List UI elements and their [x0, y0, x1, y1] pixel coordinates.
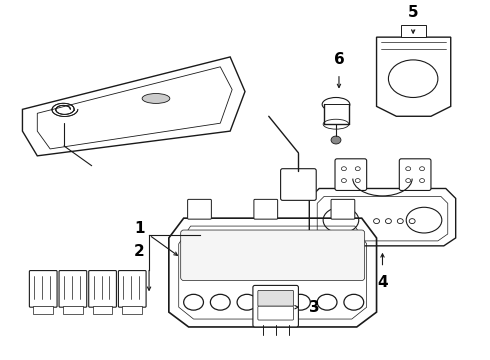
FancyBboxPatch shape — [188, 199, 211, 219]
FancyBboxPatch shape — [253, 285, 298, 327]
FancyBboxPatch shape — [59, 271, 87, 307]
FancyBboxPatch shape — [122, 306, 142, 314]
FancyBboxPatch shape — [399, 159, 431, 190]
Bar — [324, 104, 349, 124]
FancyBboxPatch shape — [254, 199, 278, 219]
FancyBboxPatch shape — [89, 271, 117, 307]
FancyBboxPatch shape — [401, 25, 426, 37]
Text: 1: 1 — [134, 221, 145, 235]
Ellipse shape — [142, 94, 170, 103]
FancyBboxPatch shape — [29, 271, 57, 307]
Text: 5: 5 — [408, 5, 418, 20]
FancyBboxPatch shape — [63, 306, 83, 314]
FancyBboxPatch shape — [258, 306, 294, 320]
FancyBboxPatch shape — [281, 169, 316, 201]
FancyBboxPatch shape — [119, 271, 146, 307]
FancyBboxPatch shape — [93, 306, 113, 314]
Text: 2: 2 — [134, 244, 145, 259]
FancyBboxPatch shape — [331, 199, 355, 219]
Text: 3: 3 — [309, 300, 320, 315]
FancyBboxPatch shape — [181, 230, 365, 280]
Text: 6: 6 — [334, 52, 344, 67]
Ellipse shape — [331, 136, 341, 144]
Text: 4: 4 — [377, 275, 388, 289]
FancyBboxPatch shape — [258, 291, 294, 306]
FancyBboxPatch shape — [335, 159, 367, 190]
FancyBboxPatch shape — [33, 306, 53, 314]
